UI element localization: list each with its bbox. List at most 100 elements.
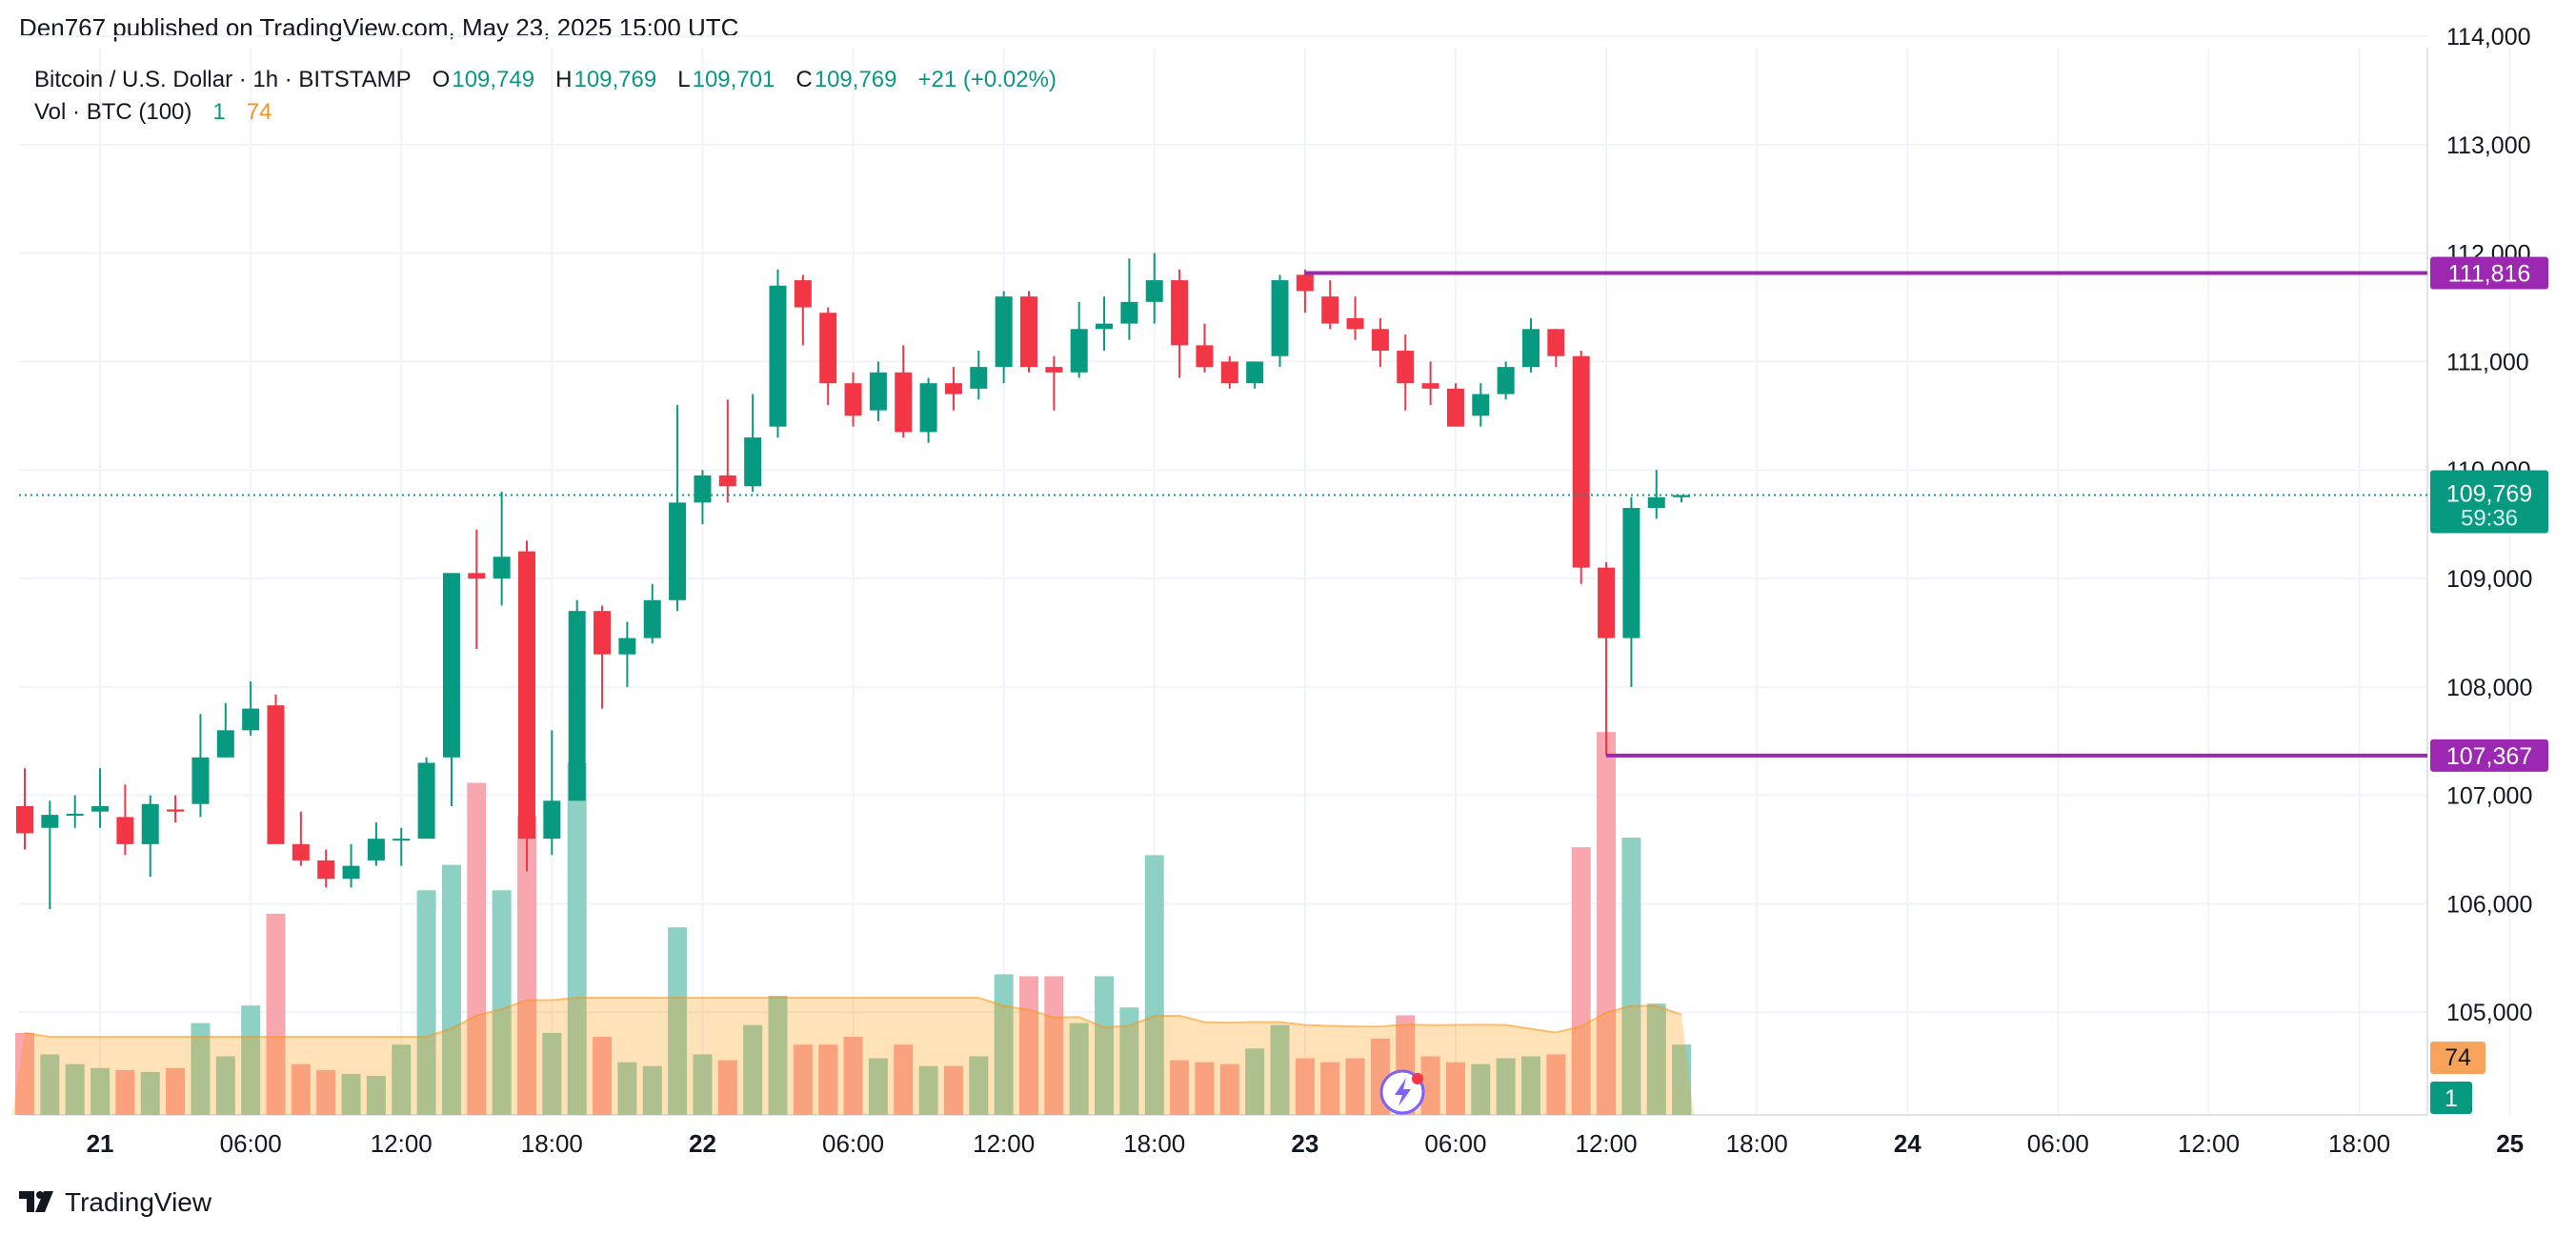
candle-body	[16, 806, 33, 834]
candle-body	[167, 809, 185, 812]
high-label: H	[555, 67, 573, 92]
volume-bar	[366, 1076, 386, 1115]
time-tick-label: 06:00	[2027, 1129, 2089, 1158]
candle-body	[744, 437, 762, 487]
volume-bar	[1144, 855, 1164, 1115]
volume-ma-line	[24, 997, 1682, 1038]
volume-bar	[517, 816, 536, 1115]
symbol-legend: Bitcoin / U.S. Dollar · 1h · BITSTAMP O1…	[34, 67, 1058, 93]
volume-bar	[492, 890, 512, 1115]
candle-body	[1220, 361, 1238, 384]
price-tick-label: 111,000	[2446, 349, 2529, 375]
volume-bar	[15, 1032, 34, 1115]
volume-bar	[743, 1024, 763, 1115]
volume-bar	[166, 1067, 186, 1115]
price-tick-label: 106,000	[2446, 891, 2532, 918]
volume-ma-badge	[2430, 1042, 2485, 1074]
time-tick-label: 24	[1894, 1129, 1922, 1158]
volume-bar	[1646, 1003, 1666, 1115]
price-tick-label: 109,000	[2446, 566, 2532, 593]
candle-body	[643, 599, 661, 638]
price-tick-label: 105,000	[2446, 1000, 2532, 1026]
time-tick-label: 06:00	[1424, 1129, 1486, 1158]
lightning-assistant-icon[interactable]	[1379, 1069, 1425, 1115]
candle-body	[1622, 508, 1640, 638]
volume-bar	[617, 1062, 637, 1115]
candle-body	[292, 843, 310, 860]
volume-bar	[1219, 1063, 1239, 1115]
time-tick-label: 12:00	[2178, 1129, 2240, 1158]
volume-bar	[1571, 847, 1591, 1115]
volume-bar	[40, 1054, 60, 1115]
volume-bar	[392, 1044, 412, 1115]
tradingview-logo-icon	[19, 1191, 53, 1212]
candle-body	[1472, 394, 1490, 416]
candle-body	[1673, 495, 1691, 497]
candle-body	[694, 475, 712, 503]
time-tick-label: 23	[1291, 1129, 1318, 1158]
volume-bar	[115, 1069, 135, 1115]
volume-bar	[969, 1056, 989, 1115]
volume-bar	[140, 1071, 160, 1115]
last-price-badge	[2430, 470, 2548, 534]
volume-bar	[1496, 1058, 1516, 1115]
time-tick-label: 18:00	[1726, 1129, 1788, 1158]
candle-body	[844, 383, 862, 416]
candle-body	[995, 296, 1013, 368]
candle-body	[392, 839, 411, 841]
candle-body	[618, 638, 636, 655]
candle-body	[367, 839, 385, 860]
candle-body	[543, 800, 561, 840]
grid-lines	[19, 35, 2511, 1116]
volume-bar	[994, 974, 1014, 1115]
volume-bar	[793, 1044, 813, 1115]
time-tick-label: 18:00	[2328, 1129, 2390, 1158]
candle-body	[669, 502, 687, 600]
volume-value-ma: 74	[246, 99, 272, 125]
volume-bar	[1445, 1062, 1465, 1115]
volume-bar	[1597, 732, 1617, 1115]
volume-bar	[668, 927, 688, 1115]
candle-body	[1271, 280, 1289, 356]
close-value: 109,769	[814, 67, 897, 92]
time-tick-label: 12:00	[371, 1129, 433, 1158]
volume-ma-area	[12, 998, 1695, 1115]
horizontal-levels[interactable]	[1304, 271, 2427, 758]
candle-body	[191, 757, 210, 804]
candle-body	[91, 806, 110, 812]
assistant-icon-dot	[1412, 1073, 1423, 1084]
volume-bar	[467, 782, 487, 1115]
volume-legend: Vol · BTC (100) 1 74	[34, 99, 273, 126]
candle-body	[1096, 323, 1114, 330]
volume-bar	[291, 1063, 311, 1115]
candle-body	[342, 865, 360, 880]
open-value: 109,749	[452, 67, 535, 92]
candle-body	[493, 557, 511, 579]
bar-countdown-label: 59:36	[2461, 506, 2518, 532]
high-value: 109,769	[574, 67, 657, 92]
candle-body	[1547, 329, 1565, 356]
low-label: L	[677, 67, 691, 92]
volume-bar	[567, 763, 587, 1115]
volume-bar	[1245, 1048, 1265, 1115]
candle-body	[468, 573, 486, 579]
candle-body	[518, 551, 535, 840]
tradingview-name: TradingView	[65, 1187, 212, 1217]
time-axis[interactable]: 21 06:00 12:00 18:00 22 06:00 12:00 18:00 23 06:0…	[87, 1129, 2576, 1158]
candle-body	[1647, 496, 1665, 509]
change-value: +21 (+0.02%)	[917, 67, 1057, 92]
candle-body	[41, 815, 59, 828]
candle-body	[1371, 329, 1389, 352]
volume-bar	[316, 1069, 336, 1115]
candle-body	[1246, 361, 1264, 384]
volume-bar	[868, 1058, 888, 1115]
volume-bar	[843, 1037, 863, 1115]
volume-ma-badge-label: 74	[2445, 1044, 2471, 1071]
volume-bar	[1672, 1044, 1692, 1115]
volume-value-current: 1	[212, 99, 226, 125]
tradingview-branding[interactable]: TradingView	[19, 1187, 211, 1218]
volume-bar	[1095, 976, 1115, 1115]
candle-body	[869, 372, 887, 411]
